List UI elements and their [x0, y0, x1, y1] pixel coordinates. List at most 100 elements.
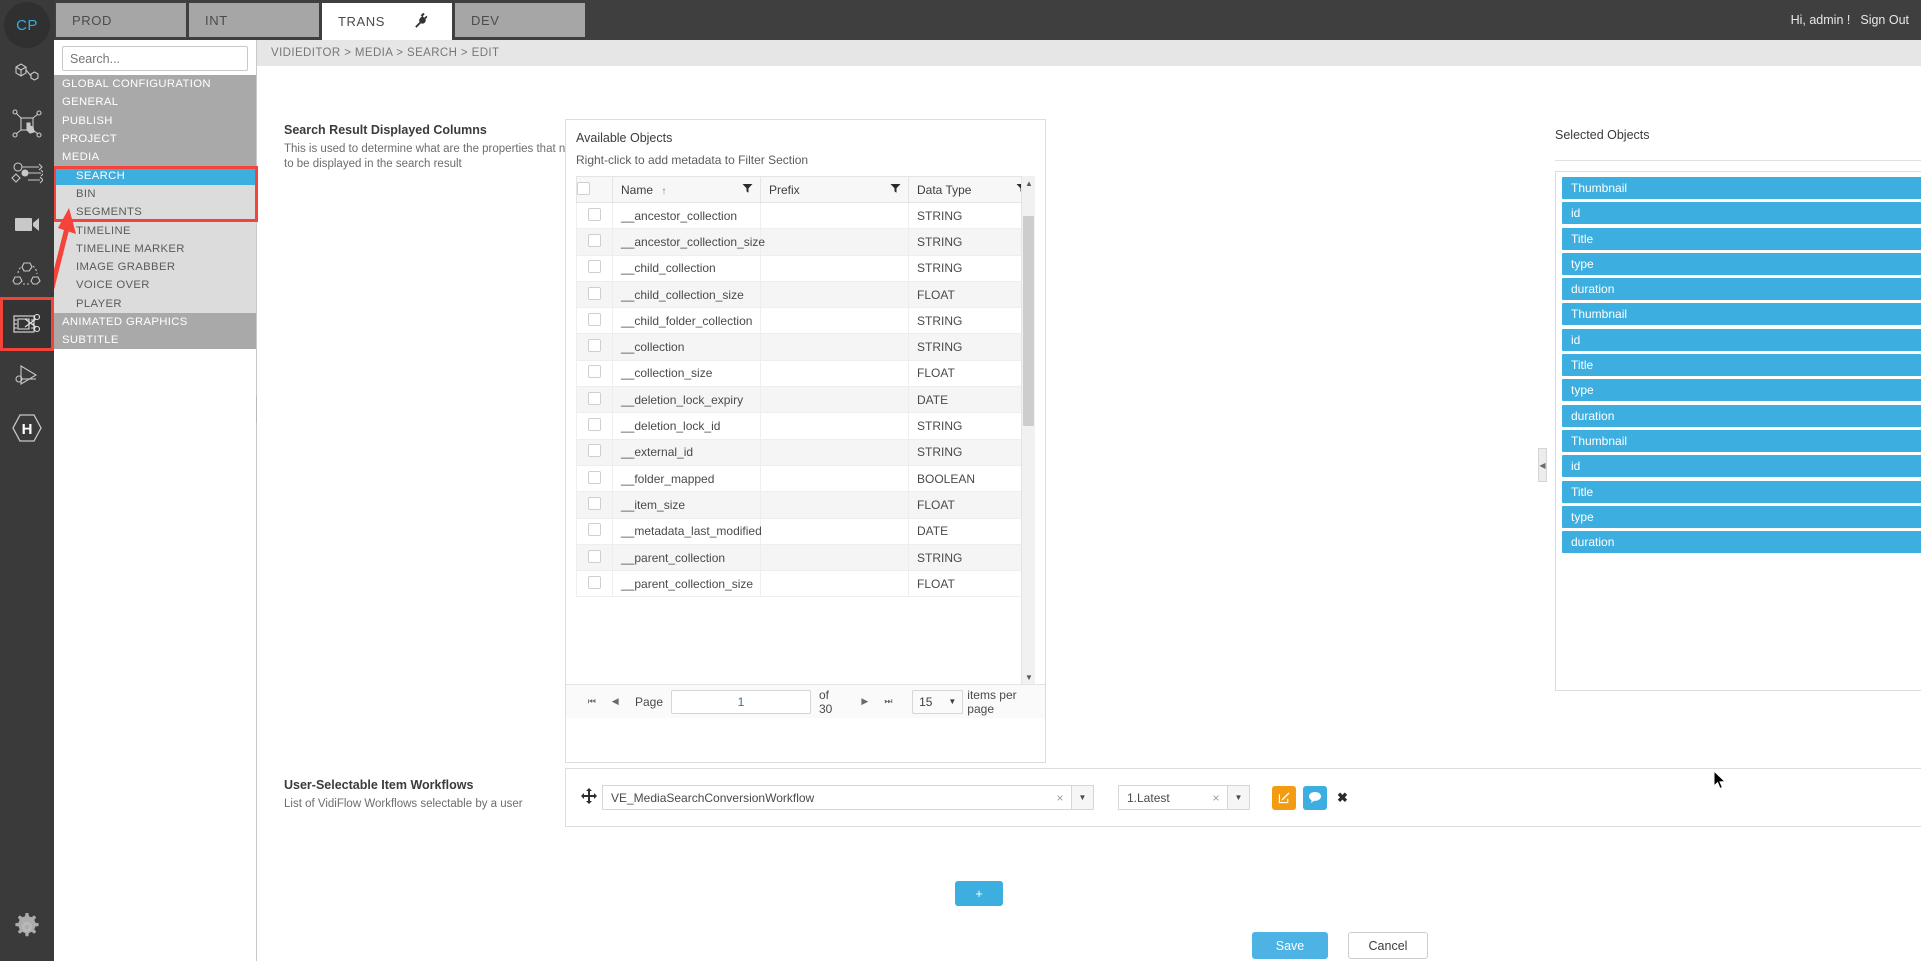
- table-row[interactable]: __deletion_lock_expiry DATE: [576, 386, 1035, 414]
- sign-out-link[interactable]: Sign Out: [1860, 13, 1909, 27]
- selected-object-chip[interactable]: Thumbnail✖: [1562, 429, 1921, 452]
- scroll-up-icon[interactable]: ▲: [1025, 178, 1033, 188]
- row-checkbox-cell[interactable]: [576, 202, 613, 230]
- sidebar-item-animated-graphics[interactable]: ANIMATED GRAPHICS: [54, 312, 256, 332]
- comment-icon[interactable]: [1303, 785, 1327, 810]
- row-checkbox-cell[interactable]: [576, 544, 613, 572]
- row-checkbox[interactable]: [588, 523, 601, 537]
- env-tab-dev[interactable]: DEV: [455, 3, 585, 37]
- selected-object-chip[interactable]: Title✖: [1562, 227, 1921, 250]
- table-row[interactable]: __child_collection_size FLOAT: [576, 281, 1035, 309]
- workflow-clear-icon[interactable]: ×: [1056, 790, 1064, 805]
- row-checkbox-cell[interactable]: [576, 412, 613, 440]
- table-row[interactable]: __deletion_lock_id STRING: [576, 412, 1035, 440]
- panel-collapse-handle[interactable]: ◀: [1538, 448, 1547, 482]
- table-row[interactable]: __metadata_last_modified DATE: [576, 518, 1035, 545]
- row-checkbox[interactable]: [588, 418, 601, 432]
- workflow-dropdown-arrow[interactable]: ▼: [1072, 785, 1094, 810]
- video-editor-icon[interactable]: [0, 297, 54, 351]
- select-all-checkbox[interactable]: [577, 181, 590, 195]
- selected-object-chip[interactable]: duration✖: [1562, 404, 1921, 427]
- workflow-icon[interactable]: [3, 150, 51, 198]
- sidebar-item-player[interactable]: PLAYER: [54, 294, 256, 313]
- play-graph-icon[interactable]: [3, 352, 51, 400]
- column-header-name[interactable]: Name ↑: [612, 176, 761, 203]
- selected-object-chip[interactable]: Thumbnail✖: [1562, 303, 1921, 326]
- row-checkbox-cell[interactable]: [576, 255, 613, 282]
- sidebar-item-voice-over[interactable]: VOICE OVER: [54, 276, 256, 295]
- video-camera-icon[interactable]: [3, 200, 51, 248]
- row-checkbox-cell[interactable]: [576, 360, 613, 388]
- page-size-select[interactable]: 15 ▼: [912, 689, 964, 714]
- selected-object-chip[interactable]: type✖: [1562, 379, 1921, 402]
- row-checkbox-cell[interactable]: [576, 281, 613, 309]
- row-checkbox[interactable]: [588, 444, 601, 458]
- selected-object-chip[interactable]: id✖: [1562, 328, 1921, 351]
- table-row[interactable]: __item_size FLOAT: [576, 491, 1035, 519]
- sidebar-item-image-grabber[interactable]: IMAGE GRABBER: [54, 257, 256, 277]
- page-input[interactable]: [671, 689, 811, 714]
- row-checkbox[interactable]: [588, 391, 601, 405]
- move-handle-icon[interactable]: [576, 787, 602, 808]
- scrollbar-thumb[interactable]: [1023, 216, 1034, 426]
- sidebar-item-bin[interactable]: BIN: [54, 184, 256, 204]
- row-checkbox-cell[interactable]: [576, 333, 613, 361]
- table-row[interactable]: __ancestor_collection_size STRING: [576, 228, 1035, 256]
- sidebar-item-subtitle[interactable]: SUBTITLE: [54, 331, 256, 350]
- row-checkbox[interactable]: [588, 470, 601, 484]
- filter-icon[interactable]: [890, 183, 901, 197]
- remove-workflow-icon[interactable]: ✖: [1337, 789, 1348, 805]
- hexagon-h-icon[interactable]: H: [3, 404, 51, 452]
- row-checkbox[interactable]: [588, 286, 601, 300]
- row-checkbox[interactable]: [588, 549, 601, 563]
- row-checkbox-cell[interactable]: [576, 491, 613, 519]
- selected-object-chip[interactable]: Title✖: [1562, 480, 1921, 503]
- version-select[interactable]: 1.Latest ×: [1118, 785, 1228, 810]
- add-workflow-button[interactable]: +: [955, 881, 1003, 906]
- row-checkbox[interactable]: [588, 575, 601, 589]
- prev-page-icon[interactable]: ◀: [611, 696, 619, 706]
- column-header-prefix[interactable]: Prefix: [760, 176, 909, 203]
- filter-icon[interactable]: [742, 183, 753, 197]
- selected-object-chip[interactable]: Thumbnail✖: [1562, 177, 1921, 199]
- row-checkbox[interactable]: [588, 312, 601, 326]
- next-page-icon[interactable]: ▶: [861, 696, 869, 706]
- table-row[interactable]: __collection_size FLOAT: [576, 360, 1035, 388]
- grid-vertical-scrollbar[interactable]: ▲ ▼: [1021, 176, 1035, 684]
- selected-object-chip[interactable]: duration✖: [1562, 278, 1921, 301]
- selected-object-chip[interactable]: type✖: [1562, 252, 1921, 275]
- selected-object-chip[interactable]: duration✖: [1562, 531, 1921, 554]
- table-row[interactable]: __parent_collection_size FLOAT: [576, 570, 1035, 598]
- settings-gear-icon[interactable]: [3, 903, 51, 951]
- table-row[interactable]: __child_collection STRING: [576, 255, 1035, 282]
- row-checkbox-cell[interactable]: [576, 386, 613, 414]
- cancel-button[interactable]: Cancel: [1348, 932, 1428, 959]
- env-tab-int[interactable]: INT: [189, 3, 319, 37]
- table-row[interactable]: __parent_collection STRING: [576, 544, 1035, 572]
- row-checkbox-cell[interactable]: [576, 307, 613, 335]
- search-input[interactable]: [62, 46, 248, 71]
- selected-object-chip[interactable]: type✖: [1562, 505, 1921, 528]
- table-row[interactable]: __child_folder_collection STRING: [576, 307, 1035, 335]
- select-all-header[interactable]: [576, 176, 613, 203]
- version-dropdown-arrow[interactable]: ▼: [1228, 785, 1250, 810]
- first-page-icon[interactable]: ⏮: [587, 696, 596, 706]
- table-row[interactable]: __ancestor_collection STRING: [576, 202, 1035, 230]
- version-clear-icon[interactable]: ×: [1212, 790, 1220, 805]
- app-logo[interactable]: CP: [4, 2, 50, 48]
- interaction-icon[interactable]: [3, 100, 51, 148]
- table-row[interactable]: __external_id STRING: [576, 439, 1035, 466]
- row-checkbox-cell[interactable]: [576, 570, 613, 598]
- save-button[interactable]: Save: [1252, 932, 1328, 959]
- table-row[interactable]: __collection STRING: [576, 333, 1035, 361]
- sidebar-item-timeline[interactable]: TIMELINE: [54, 221, 256, 240]
- row-checkbox[interactable]: [588, 339, 601, 353]
- sidebar-item-general[interactable]: GENERAL: [54, 93, 256, 112]
- selected-object-chip[interactable]: id✖: [1562, 455, 1921, 478]
- row-checkbox-cell[interactable]: [576, 228, 613, 256]
- row-checkbox[interactable]: [588, 233, 601, 247]
- column-header-data-type[interactable]: Data Type: [908, 176, 1035, 203]
- sidebar-item-media[interactable]: MEDIA: [54, 148, 256, 167]
- collaboration-icon[interactable]: [3, 250, 51, 298]
- env-tab-trans[interactable]: TRANS: [322, 3, 452, 40]
